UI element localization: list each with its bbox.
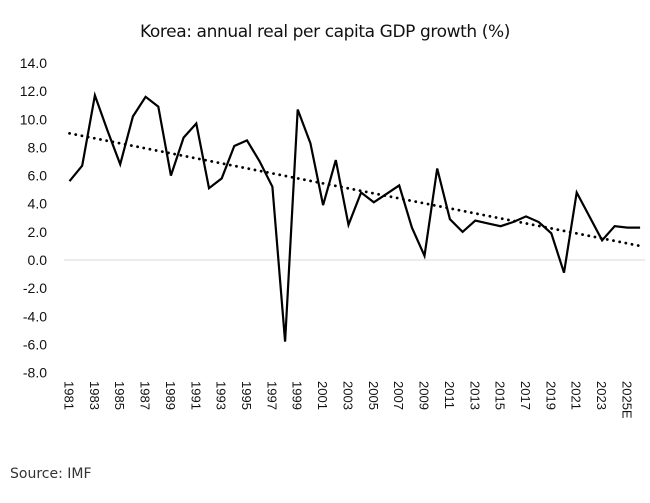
y-tick-label: -8.0 [23,365,47,381]
y-tick-label: 12.0 [20,83,47,99]
x-tick-label: 2001 [315,381,330,410]
x-tick-label: 2019 [543,381,558,410]
y-tick-label: 4.0 [28,196,48,212]
x-tick-label: 1999 [290,381,305,410]
x-tick-label: 1981 [62,381,77,410]
y-tick-label: -6.0 [23,336,47,352]
x-tick-label: 2009 [417,381,432,410]
y-axis: 14.0 12.0 10.0 8.0 6.0 4.0 2.0 0.0 -2.0 -4.0 -6.0 -… [20,55,47,381]
x-axis: 1981 1983 1985 1987 1989 1991 1993 1995 1997 1999… [62,381,635,419]
y-tick-label: 6.0 [28,168,48,184]
x-tick-label: 2005 [366,381,381,410]
source-note: Source: IMF [10,466,92,482]
x-tick-label: 2007 [391,381,406,410]
x-tick-label: 1987 [138,381,153,410]
x-tick-label: 1997 [264,381,279,410]
x-tick-label: 1993 [214,381,229,410]
y-tick-label: -4.0 [23,308,47,324]
x-tick-label: 2025E [619,381,634,419]
x-tick-label: 1991 [188,381,203,410]
series-group [68,91,642,342]
y-tick-label: 2.0 [28,224,48,240]
y-tick-label: 0.0 [28,252,48,268]
x-tick-label: 2013 [467,381,482,410]
x-tick-label: 2017 [518,381,533,410]
x-tick-label: 1985 [112,381,127,410]
x-tick-label: 1983 [87,381,102,410]
x-tick-label: 2003 [340,381,355,410]
x-tick-label: 2021 [569,381,584,410]
x-tick-label: 2015 [493,381,508,410]
y-tick-label: 8.0 [28,139,48,155]
y-tick-label: -2.0 [23,280,47,296]
y-tick-label: 14.0 [20,55,47,71]
x-tick-label: 1995 [239,381,254,410]
chart-title: Korea: annual real per capita GDP growth… [140,22,510,42]
growth-line [68,91,641,342]
trend-line [68,131,642,248]
x-tick-label: 1989 [163,381,178,410]
x-tick-label: 2011 [442,381,457,409]
x-tick-label: 2023 [594,381,609,410]
y-tick-label: 10.0 [20,111,47,127]
